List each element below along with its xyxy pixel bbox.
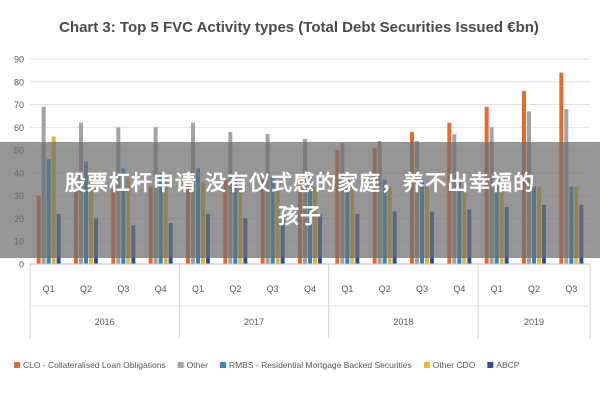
y-tick-label: 80 bbox=[14, 77, 24, 87]
x-tick-label: Q3 bbox=[117, 284, 129, 294]
legend-swatch bbox=[219, 362, 226, 368]
legend-swatch bbox=[487, 362, 494, 368]
x-axis: Q1 Q2 Q3 Q4 Q1 Q2 Q3 Q4 Q1 Q2 Q3 Q4 Q1 Q2 Q3 2016 2017 20… bbox=[29, 263, 591, 338]
watermark-text: 股票杠杆申请 没有仪式感的家庭，养不出幸福的 孩子 bbox=[20, 167, 580, 233]
x-tick-label: Q1 bbox=[341, 284, 353, 294]
x-tick-label: Q4 bbox=[304, 284, 316, 294]
y-tick-label: 70 bbox=[14, 100, 24, 110]
y-tick-label: 90 bbox=[14, 55, 24, 65]
x-tick-label: Q1 bbox=[43, 284, 55, 294]
x-tick-label: Q1 bbox=[491, 284, 503, 294]
x-tick-label: Q2 bbox=[528, 284, 540, 294]
legend-label: Other bbox=[187, 360, 208, 370]
x-group-label: 2016 bbox=[95, 317, 115, 327]
watermark-banner: 股票杠杆申请 没有仪式感的家庭，养不出幸福的 孩子 bbox=[0, 142, 600, 258]
x-group-label: 2019 bbox=[524, 317, 544, 327]
watermark-line-1: 股票杠杆申请 没有仪式感的家庭，养不出幸福的 bbox=[64, 171, 536, 195]
y-tick-label: 0 bbox=[19, 260, 24, 270]
x-tick-label: Q2 bbox=[80, 284, 92, 294]
legend: CLO - Collateralised Loan Obligations Oth… bbox=[14, 360, 520, 370]
x-tick-label: Q1 bbox=[192, 284, 204, 294]
legend-swatch bbox=[14, 362, 20, 368]
chart-title: Chart 3: Top 5 FVC Activity types (Total… bbox=[59, 19, 539, 36]
legend-label: RMBS - Residential Mortgage Backed Secur… bbox=[229, 360, 412, 370]
legend-swatch bbox=[177, 362, 184, 368]
x-tick-label: Q3 bbox=[267, 284, 279, 294]
watermark-line-2: 孩子 bbox=[278, 204, 322, 228]
legend-label: CLO - Collateralised Loan Obligations bbox=[23, 360, 166, 370]
y-tick-label: 60 bbox=[14, 123, 24, 133]
x-group-label: 2018 bbox=[393, 317, 413, 327]
legend-label: ABCP bbox=[496, 360, 519, 370]
x-tick-label: Q4 bbox=[453, 284, 465, 294]
x-tick-label: Q4 bbox=[155, 284, 167, 294]
x-tick-label: Q2 bbox=[379, 284, 391, 294]
x-tick-label: Q3 bbox=[416, 284, 428, 294]
x-tick-label: Q3 bbox=[565, 284, 577, 294]
legend-swatch bbox=[423, 362, 430, 368]
legend-label: Other CDO bbox=[433, 360, 476, 370]
x-tick-label: Q2 bbox=[229, 284, 241, 294]
x-group-label: 2017 bbox=[244, 317, 264, 327]
